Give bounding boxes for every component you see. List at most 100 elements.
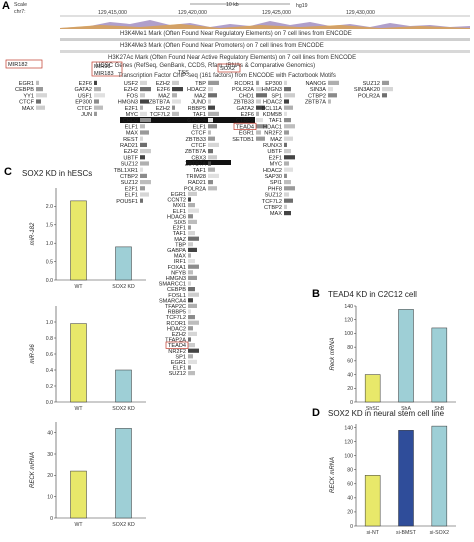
tf-label: POLR2A xyxy=(184,186,206,192)
y-tick-label: 0.8 xyxy=(46,336,53,342)
tf-peak xyxy=(188,214,193,219)
y-axis-label: miR-182 xyxy=(30,222,36,245)
tf-peak xyxy=(140,105,143,110)
y-tick-label: 1.0 xyxy=(46,241,53,247)
tf-peak xyxy=(140,155,145,160)
tf-peak xyxy=(256,130,261,135)
x-tick-label: ShB xyxy=(434,406,444,412)
tf-label: CTCF xyxy=(191,131,206,137)
tf-label: EGR1 xyxy=(171,360,186,366)
tf-peak xyxy=(284,198,293,203)
tf-label: UBTF xyxy=(123,155,138,161)
tf-label: CTCF xyxy=(191,143,206,149)
tf-peak xyxy=(94,105,103,110)
gene-mir182: MIR182 xyxy=(8,62,28,68)
tf-peak xyxy=(140,111,147,116)
y-tick-label: 20 xyxy=(347,510,353,516)
y-tick-label: 20 xyxy=(47,473,53,479)
h3k4me1-signal xyxy=(60,20,470,29)
bar xyxy=(364,475,381,527)
y-tick-label: 1.5 xyxy=(46,223,53,229)
y-tick-label: 80 xyxy=(347,468,353,474)
ezh2-broad-peak xyxy=(120,117,255,123)
tf-label: CTBP2 xyxy=(120,174,138,180)
y-tick-label: 0.5 xyxy=(46,259,53,265)
tf-label: CEBPB xyxy=(15,87,34,93)
tf-label: MAZ xyxy=(270,137,282,143)
tf-peak xyxy=(188,236,199,241)
y-tick-label: 120 xyxy=(344,318,353,324)
tf-peak xyxy=(188,298,193,303)
tf-label: TBL1XR1 xyxy=(114,168,138,174)
x-tick-label: WT xyxy=(74,406,83,412)
tf-peak xyxy=(140,87,151,92)
tf-peak xyxy=(256,105,265,110)
tf-label: SETDB1 xyxy=(232,137,254,143)
tf-peak xyxy=(140,161,149,166)
panel-letter-c: C xyxy=(4,166,12,178)
tf-peak xyxy=(140,149,151,154)
tf-peak xyxy=(328,80,339,85)
tf-label: SPI1 xyxy=(270,180,282,186)
tf-peak xyxy=(284,204,287,209)
tf-peak xyxy=(208,186,217,191)
panel-d: D SOX2 KD in neural stem cell line 0 20 40… xyxy=(312,407,456,536)
tf-label: ELF1 xyxy=(173,209,186,215)
tf-label: CTCF xyxy=(19,100,34,106)
tf-label: SAP30 xyxy=(265,174,282,180)
tf-label: EGR1 xyxy=(19,81,34,87)
tf-label: TAF1 xyxy=(193,168,206,174)
tf-peak xyxy=(188,343,195,348)
tf-peak xyxy=(94,99,99,104)
tf-label: NR2F2 xyxy=(168,349,186,355)
tf-peak xyxy=(284,80,287,85)
y-tick-label: 100 xyxy=(344,331,353,337)
tf-peak xyxy=(284,130,289,135)
bar xyxy=(70,200,87,281)
tf-label: ZBTB7A xyxy=(185,149,206,155)
tf-label: RUNX3 xyxy=(263,143,282,149)
tf-peak xyxy=(284,192,289,197)
tf-label: MYC xyxy=(126,112,138,118)
tf-peak xyxy=(172,111,179,116)
tf-label: FOXA1 xyxy=(168,265,186,271)
tf-peak xyxy=(328,93,337,98)
bar xyxy=(398,309,414,403)
scale-label: Scale xyxy=(14,2,27,8)
tf-peak xyxy=(382,93,387,98)
tf-peak xyxy=(208,118,213,123)
tf-peak xyxy=(172,105,175,110)
tf-label: TRIM28 xyxy=(186,174,206,180)
tf-peak xyxy=(208,173,219,178)
tf-label: JUN xyxy=(81,112,92,118)
tf-label: EGR1 xyxy=(171,192,186,198)
tf-peak xyxy=(188,208,199,213)
tf-label: ZBTB33 xyxy=(233,100,254,106)
tf-label: TAF1 xyxy=(173,231,186,237)
tf-label: EZH2 xyxy=(156,106,170,112)
tf-label: TBP xyxy=(175,242,186,248)
assembly-label: hg19 xyxy=(296,3,308,9)
y-tick-label: 100 xyxy=(344,453,353,459)
mir182-box xyxy=(5,59,43,69)
tf-label: MAX xyxy=(126,131,138,137)
tf-peak xyxy=(188,231,195,236)
tf-label: YY1 xyxy=(23,93,34,99)
tf-label: E2F1 xyxy=(269,155,282,161)
bar xyxy=(70,470,87,519)
tf-label: HDAC2 xyxy=(263,168,282,174)
y-tick-label: 0 xyxy=(50,516,53,522)
tf-peak xyxy=(256,93,267,98)
tf-label: NR2F2 xyxy=(264,131,282,137)
x-tick-label: SOX2 KD xyxy=(112,284,135,290)
coord-3: 129,425,000 xyxy=(262,10,291,16)
bar xyxy=(115,246,132,281)
tead4-highlight xyxy=(233,122,257,130)
tf-label: POU5F1 xyxy=(116,199,138,205)
chart-reck-hesc: 0 10 20 30 40 RECK mRNA WT SOX2 KD xyxy=(30,422,146,528)
y-tick-label: 0.6 xyxy=(46,352,53,358)
x-tick-label: si-BMST xyxy=(396,530,417,536)
track-label-h3k4me3: H3K4Me3 Mark (Often Found Near Promoters… xyxy=(120,43,324,49)
tf-label: ELF1 xyxy=(125,124,138,130)
y-tick-label: 80 xyxy=(347,345,353,351)
